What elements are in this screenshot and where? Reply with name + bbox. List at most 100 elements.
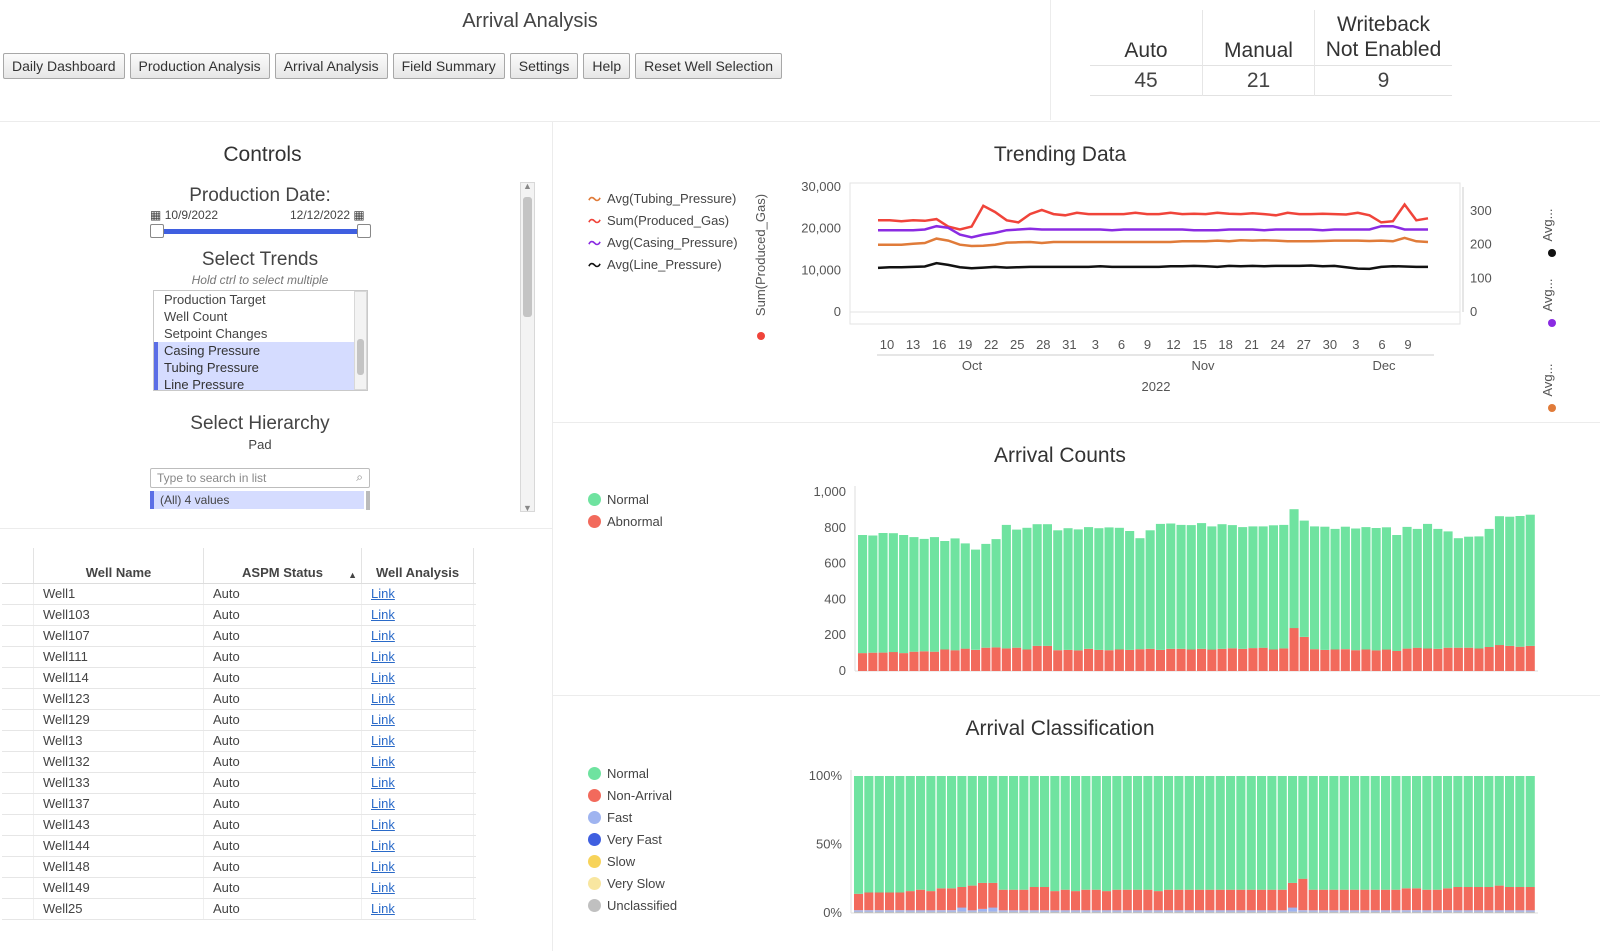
date-range-slider-track[interactable] — [157, 229, 364, 234]
help-button[interactable]: Help — [583, 53, 631, 79]
trend-option[interactable]: Setpoint Changes — [164, 326, 268, 341]
well-analysis-link[interactable]: Link — [371, 649, 395, 664]
trend-option[interactable]: Casing Pressure — [154, 342, 354, 359]
table-row[interactable]: Well111 Auto Link — [2, 647, 476, 668]
trends-scroll-thumb[interactable] — [357, 339, 364, 375]
kpi-manual[interactable]: Manual 21 — [1202, 10, 1314, 96]
well-analysis-link[interactable]: Link — [371, 607, 395, 622]
well-analysis-link[interactable]: Link — [371, 733, 395, 748]
hierarchy-search-input[interactable]: Type to search in list ⌕ — [150, 468, 370, 488]
well-analysis-link[interactable]: Link — [371, 859, 395, 874]
date-start[interactable]: ▦ 10/9/2022 — [150, 208, 218, 222]
well-table-body: Well1 Auto Link Well103 Auto Link Well107 Auto L… — [2, 584, 476, 920]
table-row[interactable]: Well114 Auto Link — [2, 668, 476, 689]
scroll-up-icon[interactable]: ▲ — [523, 181, 532, 191]
date-slider-start-handle[interactable] — [150, 224, 164, 238]
column-header-well-analysis[interactable]: Well Analysis — [362, 548, 474, 583]
table-row[interactable]: Well13 Auto Link — [2, 731, 476, 752]
bar-segment — [1050, 891, 1060, 911]
daily-dashboard-button[interactable]: Daily Dashboard — [3, 53, 125, 79]
well-analysis-link[interactable]: Link — [371, 586, 395, 601]
trend-option[interactable]: Production Target — [164, 292, 266, 307]
date-end[interactable]: 12/12/2022 ▦ — [290, 208, 365, 222]
well-analysis-link[interactable]: Link — [371, 817, 395, 832]
hierarchy-scrollbar[interactable] — [366, 491, 370, 510]
table-row[interactable]: Well107 Auto Link — [2, 626, 476, 647]
well-analysis-link[interactable]: Link — [371, 796, 395, 811]
table-row[interactable]: Well123 Auto Link — [2, 689, 476, 710]
table-row[interactable]: Well103 Auto Link — [2, 605, 476, 626]
legend-normal[interactable]: Normal — [588, 762, 677, 784]
controls-scrollbar[interactable]: ▲ ▼ — [520, 181, 535, 513]
bar-segment — [1525, 911, 1535, 913]
table-row[interactable]: Well132 Auto Link — [2, 752, 476, 773]
well-analysis-link[interactable]: Link — [371, 775, 395, 790]
legend-very-slow[interactable]: Very Slow — [588, 872, 677, 894]
production-analysis-button[interactable]: Production Analysis — [129, 53, 270, 79]
legend-fast[interactable]: Fast — [588, 806, 677, 828]
table-row[interactable]: Well133 Auto Link — [2, 773, 476, 794]
table-row[interactable]: Well1 Auto Link — [2, 584, 476, 605]
bar-segment — [998, 910, 1008, 912]
aspm-status-cell: Auto — [204, 647, 362, 667]
trend-option[interactable]: Well Count — [164, 309, 228, 324]
date-slider-end-handle[interactable] — [357, 224, 371, 238]
trend-option[interactable]: Line Pressure — [154, 376, 354, 390]
table-row[interactable]: Well144 Auto Link — [2, 836, 476, 857]
bar-segment — [1207, 526, 1217, 650]
arrival-classification-chart[interactable]: 100% 50% 0% — [780, 760, 1560, 930]
bar-segment — [1351, 528, 1361, 651]
table-row[interactable]: Well129 Auto Link — [2, 710, 476, 731]
legend-very-fast[interactable]: Very Fast — [588, 828, 677, 850]
well-analysis-link[interactable]: Link — [371, 880, 395, 895]
well-analysis-link[interactable]: Link — [371, 670, 395, 685]
column-header-aspm-status[interactable]: ASPM Status ▲ — [204, 548, 362, 583]
settings-button[interactable]: Settings — [509, 53, 579, 79]
table-row[interactable]: Well137 Auto Link — [2, 794, 476, 815]
bar-segment — [1236, 776, 1246, 890]
scroll-down-icon[interactable]: ▼ — [523, 503, 532, 513]
trend-option[interactable]: Tubing Pressure — [154, 359, 354, 376]
legend-unclassified[interactable]: Unclassified — [588, 894, 677, 916]
table-row[interactable]: Well25 Auto Link — [2, 899, 476, 920]
left-axis-title: Sum(Produced_Gas) — [753, 194, 768, 316]
bar-segment — [874, 910, 884, 912]
trends-listbox[interactable]: Production Target Well Count Setpoint Chan… — [153, 290, 368, 391]
table-row[interactable]: Well148 Auto Link — [2, 857, 476, 878]
arrival-counts-chart[interactable]: 1,000 800 600 400 200 0 — [780, 480, 1560, 680]
well-analysis-link[interactable]: Link — [371, 628, 395, 643]
bar-segment — [1267, 910, 1277, 912]
legend-slow[interactable]: Slow — [588, 850, 677, 872]
kpi-writeback[interactable]: Writeback Not Enabled 9 — [1314, 10, 1452, 96]
bar-segment — [967, 910, 977, 912]
table-row[interactable]: Well149 Auto Link — [2, 878, 476, 899]
bar-segment — [1381, 649, 1391, 671]
trending-chart[interactable]: 30,000 20,000 10,000 0 300 200 100 0 Sum(Produce… — [740, 175, 1600, 415]
well-analysis-link[interactable]: Link — [371, 901, 395, 916]
well-analysis-link[interactable]: Link — [371, 754, 395, 769]
legend-line-pressure[interactable]: 〜 Avg(Line_Pressure) — [588, 253, 738, 275]
controls-scroll-thumb[interactable] — [523, 197, 532, 317]
field-summary-button[interactable]: Field Summary — [392, 53, 505, 79]
column-header-well-name[interactable]: Well Name — [34, 548, 204, 583]
reset-well-selection-button[interactable]: Reset Well Selection — [635, 53, 783, 79]
bar-segment — [1258, 647, 1268, 671]
well-analysis-link[interactable]: Link — [371, 691, 395, 706]
arrival-analysis-button[interactable]: Arrival Analysis — [274, 53, 388, 79]
kpi-auto[interactable]: Auto 45 — [1090, 10, 1202, 96]
well-analysis-link[interactable]: Link — [371, 838, 395, 853]
bar-segment — [1494, 911, 1504, 913]
legend-produced-gas[interactable]: 〜 Sum(Produced_Gas) — [588, 209, 738, 231]
legend-non-arrival[interactable]: Non-Arrival — [588, 784, 677, 806]
bar-segment — [1268, 649, 1278, 671]
sort-ascending-icon[interactable]: ▲ — [348, 570, 357, 580]
legend-abnormal[interactable]: Abnormal — [588, 510, 663, 532]
legend-casing-pressure[interactable]: 〜 Avg(Casing_Pressure) — [588, 231, 738, 253]
hierarchy-all-values[interactable]: (All) 4 values — [150, 491, 364, 509]
table-row[interactable]: Well143 Auto Link — [2, 815, 476, 836]
legend-tubing-pressure[interactable]: 〜 Avg(Tubing_Pressure) — [588, 187, 738, 209]
well-analysis-link[interactable]: Link — [371, 712, 395, 727]
right-tick-label: 300 — [1470, 203, 1492, 218]
trends-scrollbar[interactable] — [354, 291, 367, 390]
legend-normal[interactable]: Normal — [588, 488, 663, 510]
